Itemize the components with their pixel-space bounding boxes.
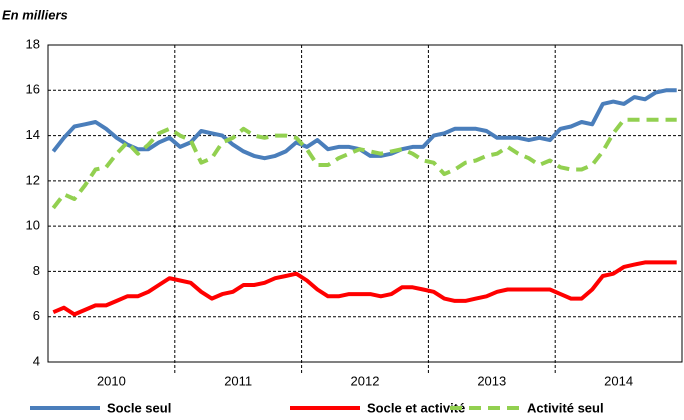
x-tick-label: 2011 [224, 373, 252, 388]
x-tick-label: 2013 [477, 373, 506, 388]
y-tick-label: 6 [33, 308, 40, 323]
y-tick-label: 12 [26, 172, 40, 187]
y-tick-label: 18 [26, 36, 40, 51]
legend-label: Activité seul [527, 400, 604, 415]
y-tick-label: 4 [33, 353, 40, 368]
y-tick-label: 10 [26, 218, 40, 233]
x-tick-label: 2012 [351, 373, 380, 388]
plot-frame [47, 44, 683, 363]
y-tick-label: 8 [33, 263, 40, 278]
legend-label: Socle et activité [367, 400, 465, 415]
legend-label: Socle seul [107, 400, 171, 415]
series-line [51, 88, 677, 161]
x-tick-label: 2014 [604, 373, 633, 388]
series-line [52, 260, 677, 317]
series-line [51, 117, 677, 210]
chart-title: En milliers [2, 7, 68, 22]
y-tick-label: 14 [26, 127, 40, 142]
y-tick-label: 16 [26, 82, 40, 97]
x-tick-label: 2010 [97, 373, 126, 388]
